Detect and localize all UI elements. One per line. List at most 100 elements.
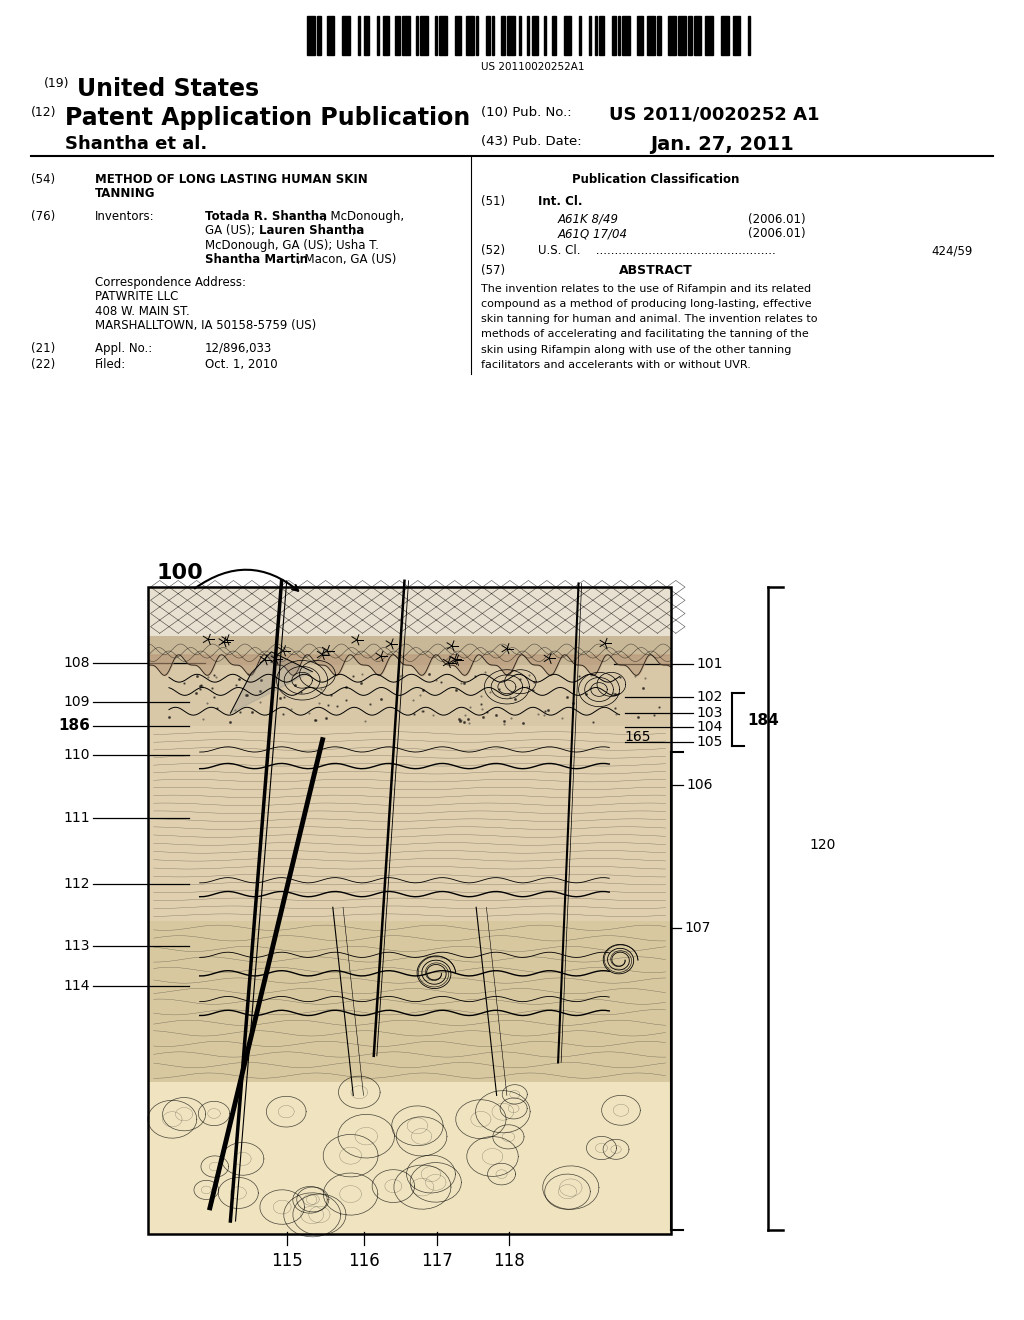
Text: facilitators and accelerants with or without UVR.: facilitators and accelerants with or wit…	[481, 359, 752, 370]
Text: 108: 108	[63, 656, 90, 669]
Bar	[439, 16, 447, 55]
Bar	[595, 16, 597, 55]
Bar	[647, 16, 654, 55]
Text: 113: 113	[63, 940, 90, 953]
Text: 12/896,033: 12/896,033	[205, 342, 272, 355]
Bar	[580, 16, 581, 55]
Text: 186: 186	[58, 718, 90, 734]
Text: 105: 105	[696, 735, 723, 748]
Bar	[637, 16, 643, 55]
Text: skin tanning for human and animal. The invention relates to: skin tanning for human and animal. The i…	[481, 314, 818, 325]
Text: Shantha Martin: Shantha Martin	[205, 253, 308, 267]
Text: 102: 102	[696, 690, 723, 704]
Bar	[519, 16, 521, 55]
Text: (51): (51)	[481, 195, 506, 209]
Text: Filed:: Filed:	[95, 358, 127, 371]
Bar	[383, 16, 389, 55]
Bar	[507, 16, 515, 55]
Bar	[394, 16, 400, 55]
Text: 104: 104	[696, 721, 723, 734]
Text: methods of accelerating and facilitating the tanning of the: methods of accelerating and facilitating…	[481, 329, 809, 339]
Text: ,: ,	[351, 224, 355, 238]
Text: 109: 109	[63, 696, 90, 709]
Bar	[693, 16, 701, 55]
Text: 424/59: 424/59	[932, 244, 973, 257]
Text: (57): (57)	[481, 264, 506, 277]
Polygon shape	[230, 652, 312, 713]
Bar	[622, 16, 630, 55]
Bar	[656, 16, 660, 55]
Text: US 20110020252A1: US 20110020252A1	[480, 62, 585, 73]
Text: Correspondence Address:: Correspondence Address:	[95, 276, 246, 289]
Bar	[502, 16, 505, 55]
Bar	[357, 16, 359, 55]
Text: The invention relates to the use of Rifampin and its related: The invention relates to the use of Rifa…	[481, 284, 811, 294]
Bar	[492, 16, 494, 55]
Text: Inventors:: Inventors:	[95, 210, 155, 223]
Text: (43) Pub. Date:: (43) Pub. Date:	[481, 135, 582, 148]
Bar	[377, 16, 379, 55]
Bar	[148, 665, 671, 726]
Text: McDonough, GA (US); Usha T.: McDonough, GA (US); Usha T.	[205, 239, 379, 252]
Bar	[342, 16, 350, 55]
Text: 116: 116	[347, 1251, 380, 1270]
Text: 120: 120	[809, 838, 836, 851]
Text: (2006.01): (2006.01)	[748, 227, 805, 240]
Text: 107: 107	[684, 921, 711, 935]
Text: , McDonough,: , McDonough,	[323, 210, 403, 223]
Bar	[476, 16, 478, 55]
Bar	[721, 16, 729, 55]
Bar	[364, 16, 370, 55]
Bar	[148, 1082, 671, 1234]
Bar	[485, 16, 489, 55]
Text: 112: 112	[63, 878, 90, 891]
Text: Totada R. Shantha: Totada R. Shantha	[205, 210, 327, 223]
Text: Int. Cl.: Int. Cl.	[538, 195, 582, 209]
Bar	[678, 16, 686, 55]
Text: 117: 117	[421, 1251, 454, 1270]
Text: ABSTRACT: ABSTRACT	[618, 264, 692, 277]
Text: , Macon, GA (US): , Macon, GA (US)	[297, 253, 396, 267]
Text: 184: 184	[748, 713, 779, 729]
Text: compound as a method of producing long-lasting, effective: compound as a method of producing long-l…	[481, 298, 812, 309]
Text: United States: United States	[77, 77, 259, 100]
Bar	[327, 16, 335, 55]
Bar	[526, 16, 528, 55]
Text: 100: 100	[157, 564, 204, 583]
Text: Appl. No.:: Appl. No.:	[95, 342, 153, 355]
Text: skin using Rifampin along with use of the other tanning: skin using Rifampin along with use of th…	[481, 345, 792, 355]
Bar	[612, 16, 616, 55]
Bar	[732, 16, 740, 55]
Bar	[307, 16, 315, 55]
Text: (19): (19)	[44, 77, 70, 90]
Text: ................................................: ........................................…	[592, 244, 775, 257]
Bar	[416, 16, 418, 55]
Text: 114: 114	[63, 979, 90, 993]
Text: 110: 110	[63, 748, 90, 762]
Text: (76): (76)	[31, 210, 55, 223]
Bar	[316, 16, 321, 55]
Text: 118: 118	[493, 1251, 525, 1270]
Text: (52): (52)	[481, 244, 506, 257]
Text: Shantha et al.: Shantha et al.	[65, 135, 207, 153]
Text: 103: 103	[696, 706, 723, 719]
Text: 165: 165	[625, 730, 651, 743]
Bar	[598, 16, 604, 55]
Text: PATWRITE LLC: PATWRITE LLC	[95, 290, 178, 304]
Text: US 2011/0020252 A1: US 2011/0020252 A1	[609, 106, 820, 124]
Text: (2006.01): (2006.01)	[748, 213, 805, 226]
Text: (10) Pub. No.:: (10) Pub. No.:	[481, 106, 572, 119]
Text: A61K 8/49: A61K 8/49	[558, 213, 620, 226]
Text: Publication Classification: Publication Classification	[571, 173, 739, 186]
Bar	[532, 16, 539, 55]
Bar	[420, 16, 428, 55]
Bar	[455, 16, 461, 55]
Text: Patent Application Publication: Patent Application Publication	[65, 106, 470, 129]
Text: MARSHALLTOWN, IA 50158-5759 (US): MARSHALLTOWN, IA 50158-5759 (US)	[95, 319, 316, 333]
Text: Jan. 27, 2011: Jan. 27, 2011	[650, 135, 794, 153]
Bar	[552, 16, 556, 55]
Bar	[589, 16, 591, 55]
Bar	[467, 16, 474, 55]
Text: (22): (22)	[31, 358, 55, 371]
Bar	[688, 16, 692, 55]
